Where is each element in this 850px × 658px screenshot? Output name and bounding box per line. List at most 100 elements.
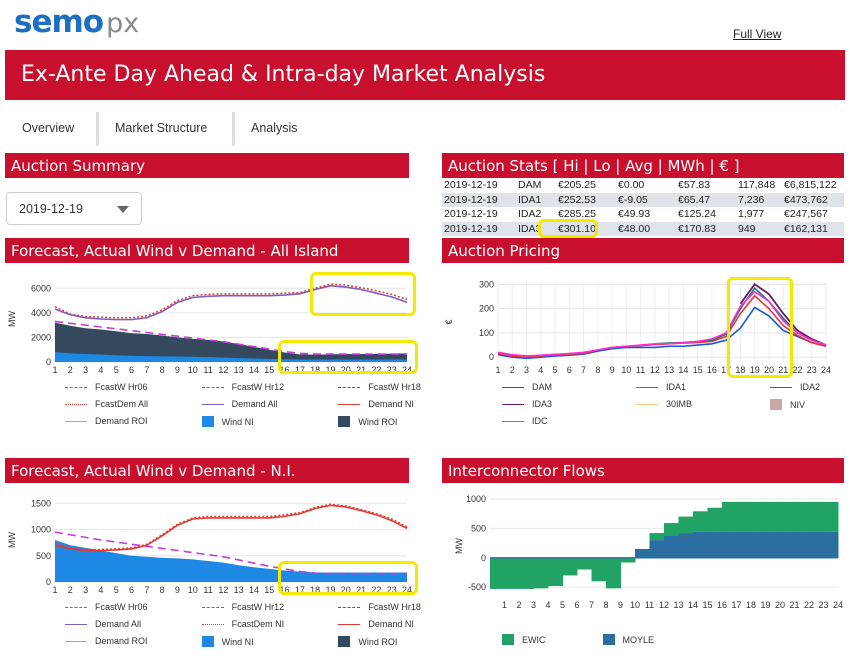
auction-pricing-header: Auction Pricing xyxy=(442,238,844,263)
auction-stats-table: 2019-12-19 DAM €205.25 €0.00 €57.83 117,848 €6… xyxy=(442,178,844,236)
semo-px-logo[interactable]: semo px xyxy=(14,4,139,40)
forecast-all-island-legend: FcastW Hr06 FcastW Hr12 FcastW Hr18 FcastDe… xyxy=(5,380,421,436)
bar-moyle xyxy=(794,531,810,558)
stats-cell-value: €6,815,122 xyxy=(784,179,837,192)
legend-item[interactable]: Demand NI xyxy=(338,619,414,629)
legend-item[interactable]: Demand ROI xyxy=(65,636,148,646)
tab-market-structure[interactable]: Market Structure xyxy=(115,121,208,135)
bar-ewic xyxy=(765,501,781,532)
x-tick-label: 20 xyxy=(341,365,351,375)
legend-item[interactable]: Demand NI xyxy=(338,399,414,409)
bar-moyle xyxy=(693,531,708,558)
date-select[interactable]: 2019-12-19 xyxy=(6,192,142,225)
bar-ewic xyxy=(751,501,766,532)
legend-item[interactable]: Demand All xyxy=(65,619,141,629)
y-axis-label: MW xyxy=(7,532,17,548)
bar-ewic xyxy=(504,557,520,589)
legend-label: IDC xyxy=(532,416,548,426)
bar-moyle xyxy=(707,531,723,558)
x-tick-label: 11 xyxy=(203,585,212,595)
legend-item[interactable]: Wind NI xyxy=(201,636,254,647)
legend-item[interactable]: Wind ROI xyxy=(338,416,397,427)
series-line-fcastw-hr06 xyxy=(54,531,407,575)
legend-swatch xyxy=(338,636,351,647)
x-tick-label: 2 xyxy=(68,365,73,375)
y-tick-label: 1000 xyxy=(466,494,486,504)
legend-item[interactable]: EWIC xyxy=(502,634,546,645)
legend-label: 30IMB xyxy=(666,399,693,409)
y-tick-label: 0 xyxy=(46,577,51,587)
bar-ewic xyxy=(649,533,665,541)
highlight-wind-evening xyxy=(278,340,418,374)
stats-cell-date: 2019-12-19 xyxy=(442,221,516,236)
legend-swatch xyxy=(201,606,224,608)
tab-analysis[interactable]: Analysis xyxy=(251,121,298,135)
legend-swatch xyxy=(636,386,658,388)
x-tick-label: 10 xyxy=(188,365,198,375)
bar-ewic xyxy=(548,557,563,586)
bar-ewic xyxy=(693,511,708,532)
legend-item[interactable]: FcastW Hr06 xyxy=(65,382,148,392)
legend-item[interactable]: IDC xyxy=(502,416,548,426)
legend-item[interactable]: FcastW Hr12 xyxy=(201,602,284,612)
bar-ewic xyxy=(678,516,694,534)
stats-cell-avg: €125.24 xyxy=(678,208,716,221)
x-tick-label: 17 xyxy=(731,600,741,610)
legend-item[interactable]: NIV xyxy=(770,399,805,410)
auction-pricing-legend: DAM IDA1 IDA2 IDA3 30IMB NIV IDC xyxy=(442,380,844,436)
x-tick-label: 4 xyxy=(538,365,543,375)
x-tick-label: 10 xyxy=(188,585,198,595)
legend-item[interactable]: IDA3 xyxy=(502,399,552,409)
legend-item[interactable]: 30IMB xyxy=(636,399,692,409)
x-tick-label: 12 xyxy=(218,585,228,595)
auction-summary-header: Auction Summary xyxy=(5,153,409,178)
x-tick-label: 2 xyxy=(510,365,515,375)
legend-swatch xyxy=(65,623,87,625)
legend-item[interactable]: FcastDem NI xyxy=(201,619,285,629)
legend-label: Demand NI xyxy=(368,399,414,409)
legend-swatch xyxy=(502,386,524,388)
legend-item[interactable]: IDA2 xyxy=(770,382,820,392)
full-view-link[interactable]: Full View xyxy=(733,27,782,41)
stats-row: 2019-12-19 IDA3 €301.10 €48.00 €170.83 949 €16… xyxy=(442,221,844,236)
x-tick-label: 8 xyxy=(160,585,165,595)
x-tick-label: 10 xyxy=(630,600,640,610)
legend-item[interactable]: Wind ROI xyxy=(338,636,397,647)
legend-item[interactable]: FcastW Hr12 xyxy=(201,382,284,392)
legend-item[interactable]: Wind NI xyxy=(201,416,254,427)
stats-cell-mwh: 117,848 xyxy=(738,179,776,192)
x-tick-label: 20 xyxy=(341,585,351,595)
stats-cell-low: €48.00 xyxy=(616,221,676,236)
legend-label: Wind ROI xyxy=(358,416,398,427)
legend-item[interactable]: Demand ROI xyxy=(65,416,148,426)
x-tick-label: 22 xyxy=(792,365,802,375)
legend-item[interactable]: DAM xyxy=(502,382,552,392)
nav-divider xyxy=(232,112,235,146)
series-line-fcastw-hr06 xyxy=(54,320,407,355)
bar-ewic xyxy=(519,557,534,589)
legend-label: NIV xyxy=(790,399,806,410)
tab-overview[interactable]: Overview xyxy=(22,121,75,135)
legend-item[interactable]: FcastW Hr06 xyxy=(65,602,148,612)
legend-item[interactable]: Demand All xyxy=(201,399,278,409)
legend-item[interactable]: FcastW Hr18 xyxy=(338,602,421,612)
legend-item[interactable]: IDA1 xyxy=(636,382,686,392)
x-tick-label: 12 xyxy=(659,600,669,610)
x-tick-label: 24 xyxy=(402,585,412,595)
legend-item[interactable]: FcastW Hr18 xyxy=(338,382,421,392)
legend-swatch xyxy=(338,403,361,405)
bar-moyle xyxy=(823,531,839,558)
legend-item[interactable]: MOYLE xyxy=(602,634,654,645)
legend-swatch xyxy=(201,623,224,625)
area-wind-roi xyxy=(55,322,407,362)
legend-item[interactable]: FcastDem All xyxy=(65,399,148,409)
stats-cell-high: €301.10 xyxy=(556,221,616,236)
x-tick-label: 4 xyxy=(98,585,103,595)
stats-cell-high: €285.25 xyxy=(558,208,596,221)
legend-label: FcastDem NI xyxy=(231,619,285,629)
x-tick-label: 6 xyxy=(129,585,134,595)
legend-swatch xyxy=(201,386,224,388)
chevron-down-icon xyxy=(117,206,129,213)
legend-swatch xyxy=(338,386,361,388)
